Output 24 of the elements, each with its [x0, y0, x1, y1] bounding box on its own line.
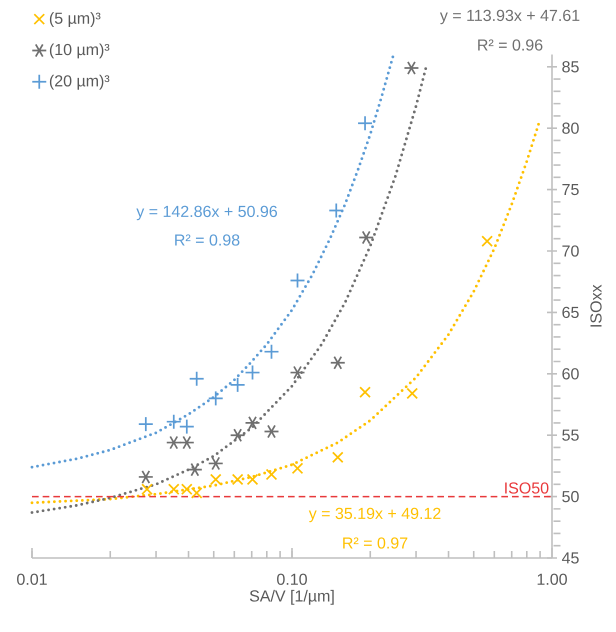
y-tick-label: 60: [562, 368, 579, 380]
y-tick-label: 65: [562, 306, 579, 318]
y-axis-title: ISOxx: [590, 284, 602, 327]
x-tick-label: 1.00: [538, 574, 567, 585]
legend-label: (5 µm)³: [50, 12, 100, 28]
ref-line-label: ISO50: [505, 482, 548, 494]
x-axis-title: SA/V [1/µm]: [250, 590, 334, 605]
y-tick-label: 50: [562, 490, 579, 502]
y-tick-label: 75: [562, 184, 579, 196]
y-tick-label: 70: [562, 245, 579, 257]
x-tick-label: 0.10: [277, 574, 307, 585]
y-tick-label: 55: [562, 430, 579, 441]
x-tick-label: 0.01: [17, 574, 47, 585]
y-tick-label: 85: [562, 61, 579, 72]
text: y = 113.93x + 47.61: [440, 10, 580, 24]
annotation: y = 142.86x + 50.96: [136, 206, 277, 220]
annotation: y = 35.19x + 49.12: [308, 508, 440, 522]
legend-label: (20 µm)³: [50, 74, 110, 90]
text: R² = 0.96: [478, 39, 542, 51]
y-tick-label: 45: [562, 552, 579, 564]
annotation: R² = 0.97: [343, 537, 408, 549]
annotation: R² = 0.98: [175, 234, 240, 246]
y-tick-label: 80: [562, 122, 579, 134]
legend-label: (10 µm)³: [50, 43, 110, 58]
